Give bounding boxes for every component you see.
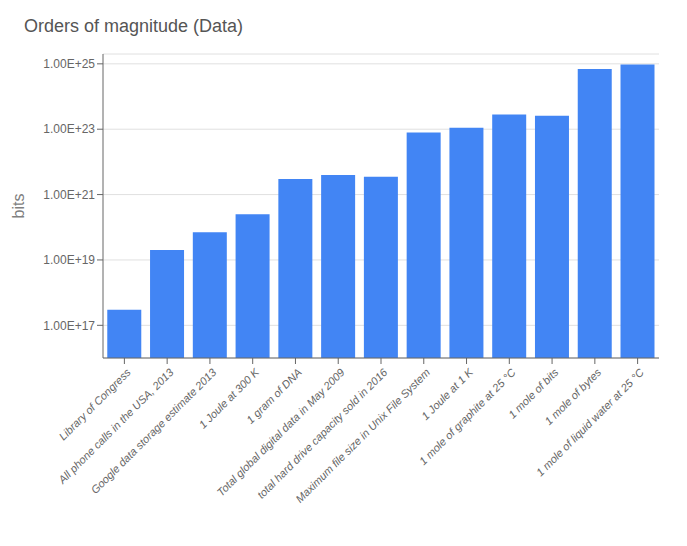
svg-text:1 Joule at 300 K: 1 Joule at 300 K <box>196 366 262 431</box>
html-text:Orders of magnitude (Data): Orders of magnitude (Data) <box>24 16 244 36</box>
svg-text:1 gram of DNA: 1 gram of DNA <box>244 366 304 426</box>
svg-text:1 mole of liquid water at 25 °: 1 mole of liquid water at 25 °C <box>534 366 646 478</box>
svg-text:All phone calls in the USA, 20: All phone calls in the USA, 2013 <box>56 366 176 486</box>
svg-text:Google data storage estimate 2: Google data storage estimate 2013 <box>88 365 219 496</box>
svg-text:Total global digital data in M: Total global digital data in May 2009 <box>214 366 347 499</box>
svg-text:1.00E+25: 1.00E+25 <box>43 57 95 71</box>
svg-text:1 mole of graphite at 25 °C: 1 mole of graphite at 25 °C <box>417 366 518 467</box>
svg-text:1.00E+17: 1.00E+17 <box>43 319 95 333</box>
svg-text:1.00E+19: 1.00E+19 <box>43 253 95 267</box>
svg-text:1 Joule at 1 K: 1 Joule at 1 K <box>419 366 475 423</box>
svg-text:1 mole of bytes: 1 mole of bytes <box>542 366 604 428</box>
svg-text:1 mole of bits: 1 mole of bits <box>505 366 561 421</box>
svg-text:total hard drive capacity sold: total hard drive capacity sold in 2016 <box>254 366 390 501</box>
svg-text:Maximum file size in Unix File: Maximum file size in Unix File System <box>293 366 432 505</box>
svg-text:Library of Congress: Library of Congress <box>57 366 134 443</box>
svg-text:1.00E+21: 1.00E+21 <box>43 188 95 202</box>
svg-text:1.00E+23: 1.00E+23 <box>43 122 95 136</box>
svg-text:bits: bits <box>10 194 27 219</box>
